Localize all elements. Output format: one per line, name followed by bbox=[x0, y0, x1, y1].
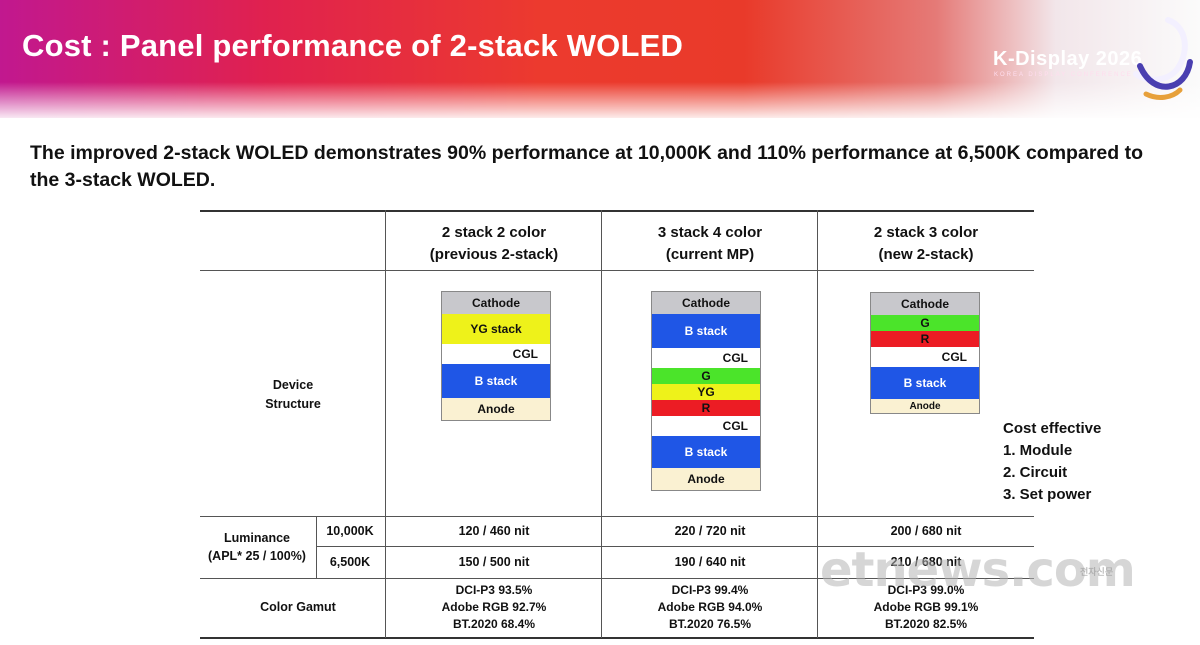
lum-6500k-col-2: 190 / 640 nit bbox=[674, 555, 746, 569]
header-divider bbox=[200, 270, 1034, 271]
row-label-luminance-line2: (APL* 25 / 100%) bbox=[208, 549, 306, 563]
layer-g: G bbox=[652, 368, 760, 384]
gamut-col-3-bt2020: BT.2020 82.5% bbox=[884, 617, 968, 631]
layer-cgl: CGL bbox=[652, 416, 760, 436]
layer-cathode: Cathode bbox=[442, 292, 550, 314]
layer-b-stack: B stack bbox=[652, 436, 760, 468]
lum-6500k-col-3: 210 / 680 nit bbox=[890, 555, 962, 569]
conference-logo-text: K-Display 2026 bbox=[993, 48, 1143, 70]
layer-anode: Anode bbox=[871, 399, 979, 413]
table-bottom-border bbox=[200, 637, 1034, 639]
layer-cathode: Cathode bbox=[652, 292, 760, 314]
cost-item-module: 1. Module bbox=[1003, 442, 1073, 459]
device-divider bbox=[200, 516, 1034, 517]
row-label-color-gamut: Color Gamut bbox=[260, 600, 336, 614]
layer-anode: Anode bbox=[442, 398, 550, 420]
cost-item-circuit: 2. Circuit bbox=[1003, 464, 1068, 481]
cost-effective-note: Cost effective 1. Module 2. Circuit 3. S… bbox=[1003, 418, 1101, 506]
gamut-col-1: DCI-P3 93.5% Adobe RGB 92.7% BT.2020 68.… bbox=[386, 582, 602, 633]
watermark-etnews: etnews.com bbox=[820, 542, 1136, 598]
layer-b-stack: B stack bbox=[442, 364, 550, 398]
layer-cathode: Cathode bbox=[871, 293, 979, 315]
conference-logo-icon bbox=[1133, 17, 1193, 100]
gamut-col-3: DCI-P3 99.0% Adobe RGB 99.1% BT.2020 82.… bbox=[818, 582, 1034, 633]
layer-b-stack: B stack bbox=[871, 367, 979, 399]
device-stack-2s3c: Cathode G R CGL B stack Anode bbox=[870, 292, 980, 414]
layer-yg-stack: YG stack bbox=[442, 314, 550, 344]
header-col-2-line1: 3 stack 4 color bbox=[657, 224, 763, 241]
gamut-col-2: DCI-P3 99.4% Adobe RGB 94.0% BT.2020 76.… bbox=[602, 582, 818, 633]
slide-title: Cost : Panel performance of 2-stack WOLE… bbox=[22, 28, 684, 63]
layer-r: R bbox=[652, 400, 760, 416]
header-col-3-line2: (new 2-stack) bbox=[878, 246, 974, 263]
gamut-col-2-adobe: Adobe RGB 94.0% bbox=[657, 600, 763, 614]
header-col-1: 2 stack 2 color (previous 2-stack) bbox=[386, 222, 602, 266]
header-col-3-line1: 2 stack 3 color bbox=[873, 224, 979, 241]
header-col-1-line2: (previous 2-stack) bbox=[429, 246, 559, 263]
conference-logo-subtext: KOREA DISPLAY CONFERENCE bbox=[994, 72, 1133, 78]
gamut-col-1-bt2020: BT.2020 68.4% bbox=[452, 617, 536, 631]
layer-yg: YG bbox=[652, 384, 760, 400]
table-top-border bbox=[200, 210, 1034, 212]
cost-item-set-power: 3. Set power bbox=[1003, 486, 1092, 503]
row-label-luminance-line1: Luminance bbox=[224, 531, 290, 545]
gamut-col-1-dci: DCI-P3 93.5% bbox=[455, 583, 533, 597]
luminance-mid-divider bbox=[316, 546, 1034, 547]
col-divider-3 bbox=[817, 210, 818, 638]
row-label-device: Device bbox=[272, 378, 314, 392]
slide-subtitle: The improved 2-stack WOLED demonstrates … bbox=[30, 142, 1143, 191]
gamut-col-3-adobe: Adobe RGB 99.1% bbox=[873, 600, 979, 614]
gamut-divider bbox=[200, 578, 1034, 579]
row-label-structure: Structure bbox=[265, 397, 321, 411]
gamut-col-2-dci: DCI-P3 99.4% bbox=[671, 583, 749, 597]
header-col-3: 2 stack 3 color (new 2-stack) bbox=[818, 222, 1034, 266]
header-fade bbox=[0, 82, 1200, 122]
gamut-col-3-dci: DCI-P3 99.0% bbox=[887, 583, 965, 597]
device-stack-3s4c: Cathode B stack CGL G YG R CGL B stack Anode bbox=[651, 291, 761, 491]
layer-g: G bbox=[871, 315, 979, 331]
layer-cgl: CGL bbox=[652, 348, 760, 368]
row-label-6500k: 6,500K bbox=[329, 555, 371, 569]
layer-anode: Anode bbox=[652, 468, 760, 490]
lum-10000k-col-3: 200 / 680 nit bbox=[890, 524, 962, 538]
layer-cgl: CGL bbox=[871, 347, 979, 367]
device-stack-2s2c: Cathode YG stack CGL B stack Anode bbox=[441, 291, 551, 421]
row-label-10000k: 10,000K bbox=[326, 524, 374, 538]
col-divider-2 bbox=[601, 210, 602, 638]
watermark-small: 전자신문 bbox=[1080, 567, 1114, 577]
layer-r: R bbox=[871, 331, 979, 347]
header-col-2-line2: (current MP) bbox=[665, 246, 755, 263]
cost-effective-title: Cost effective bbox=[1003, 420, 1102, 437]
col-divider-1 bbox=[385, 210, 386, 638]
layer-b-stack: B stack bbox=[652, 314, 760, 348]
gamut-col-1-adobe: Adobe RGB 92.7% bbox=[441, 600, 547, 614]
lum-10000k-col-1: 120 / 460 nit bbox=[458, 524, 530, 538]
lum-10000k-col-2: 220 / 720 nit bbox=[674, 524, 746, 538]
header-col-1-line1: 2 stack 2 color bbox=[441, 224, 547, 241]
header-col-2: 3 stack 4 color (current MP) bbox=[602, 222, 818, 266]
row-label-device-structure: Device Structure bbox=[230, 376, 356, 414]
luminance-label-divider bbox=[316, 516, 317, 578]
row-label-luminance: Luminance (APL* 25 / 100%) bbox=[200, 529, 314, 565]
lum-6500k-col-1: 150 / 500 nit bbox=[458, 555, 530, 569]
layer-cgl: CGL bbox=[442, 344, 550, 364]
gamut-col-2-bt2020: BT.2020 76.5% bbox=[668, 617, 752, 631]
